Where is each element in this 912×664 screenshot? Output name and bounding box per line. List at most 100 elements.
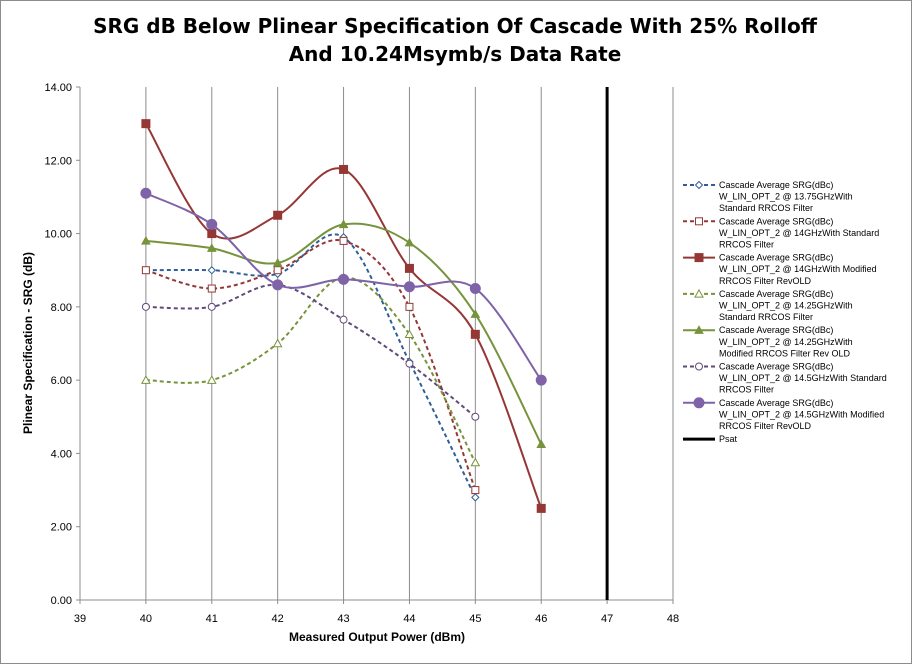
legend-label: Standard RRCOS Filter xyxy=(719,203,813,213)
legend-entry-6: Cascade Average SRG(dBc)W_LIN_OPT_2 @ 14… xyxy=(683,362,887,395)
legend-label: Cascade Average SRG(dBc) xyxy=(719,216,833,226)
data-point xyxy=(207,284,216,293)
legend-label: RRCOS Filter RevOLD xyxy=(719,421,812,431)
legend-label: W_LIN_OPT_2 @ 14.25GHzWith xyxy=(719,301,853,311)
legend-label: Cascade Average SRG(dBc) xyxy=(719,253,833,263)
data-point xyxy=(140,187,152,199)
series-4 xyxy=(141,272,481,467)
legend-label: RRCOS Filter xyxy=(719,240,774,250)
y-axis-title: Plinear Specification - SRG (dB) xyxy=(21,252,35,434)
data-point xyxy=(404,263,414,273)
legend-entry-3: Cascade Average SRG(dBc)W_LIN_OPT_2 @ 14… xyxy=(683,253,877,286)
data-point xyxy=(405,302,414,311)
x-tick-label: 48 xyxy=(667,613,679,625)
legend-label: W_LIN_OPT_2 @ 14.25GHzWith xyxy=(719,337,853,347)
data-point xyxy=(338,219,349,229)
data-point xyxy=(471,412,480,421)
chart-title: SRG dB Below Plinear Specification Of Ca… xyxy=(93,14,817,66)
data-point xyxy=(141,266,150,275)
x-tick-label: 46 xyxy=(535,613,547,625)
data-point xyxy=(471,486,480,495)
legend-label: Cascade Average SRG(dBc) xyxy=(719,325,833,335)
y-tick-label: 0.00 xyxy=(51,595,72,607)
y-tick-label: 4.00 xyxy=(51,448,72,460)
data-point xyxy=(338,273,350,285)
y-tick-label: 10.00 xyxy=(44,229,72,241)
legend-entry-2: Cascade Average SRG(dBc) W_LIN_OPT_2 @ 14… xyxy=(683,216,879,250)
y-tick-label: 14.00 xyxy=(44,82,72,94)
series-line xyxy=(145,276,477,464)
data-point xyxy=(206,243,217,252)
legend-label: RRCOS Filter RevOLD xyxy=(719,276,812,286)
data-point xyxy=(141,375,151,384)
y-tick-label: 6.00 xyxy=(51,375,72,387)
series-lines xyxy=(140,87,609,600)
data-point xyxy=(404,237,415,247)
x-tick-label: 42 xyxy=(272,613,284,625)
legend-label: Modified RRCOS Filter Rev OLD xyxy=(719,348,851,358)
legend-label: W_LIN_OPT_2 @ 14GHzWith Standard xyxy=(719,228,879,238)
legend-label: W_LIN_OPT_2 @ 14.5GHzWith Standard xyxy=(719,373,887,383)
data-point xyxy=(272,338,283,348)
series-line xyxy=(145,239,477,491)
series-6 xyxy=(141,280,480,421)
data-point xyxy=(403,281,415,293)
data-point xyxy=(470,329,480,339)
x-tick-label: 44 xyxy=(403,613,415,625)
legend-label: W_LIN_OPT_2 @ 13.75GHzWith xyxy=(719,192,853,202)
data-point xyxy=(405,359,414,368)
legend-entry-4: Cascade Average SRG(dBc) W_LIN_OPT_2 @ 14… xyxy=(683,288,853,322)
data-point xyxy=(207,266,216,275)
data-point xyxy=(404,329,415,339)
legend-label: RRCOS Filter xyxy=(719,385,774,395)
data-point xyxy=(471,493,480,502)
data-point xyxy=(207,302,216,311)
data-point xyxy=(469,283,481,295)
data-point xyxy=(206,375,217,384)
legend-label: Cascade Average SRG(dBc) xyxy=(719,180,833,190)
series-5 xyxy=(141,219,547,448)
series-2 xyxy=(141,236,480,495)
legend-key-marker xyxy=(694,180,704,190)
gridlines xyxy=(145,87,674,600)
x-tick-label: 41 xyxy=(206,613,218,625)
y-tick-label: 8.00 xyxy=(51,302,72,314)
data-point xyxy=(207,229,217,239)
legend-key-marker xyxy=(694,325,704,334)
legend-key-marker xyxy=(695,362,703,371)
legend-label: Cascade Average SRG(dBc) xyxy=(719,362,833,372)
legend-entry-5: Cascade Average SRG(dBc) W_LIN_OPT_2 @ 14… xyxy=(683,325,853,358)
series-7 xyxy=(140,187,547,386)
x-tick-label: 39 xyxy=(74,613,86,625)
data-point xyxy=(273,210,283,220)
data-point xyxy=(141,119,151,129)
series-line xyxy=(145,283,476,418)
legend: Cascade Average SRG(dBc) W_LIN_OPT_2 @ 13… xyxy=(683,180,887,444)
data-point xyxy=(339,164,349,174)
legend-entry-7: Cascade Average SRG(dBc)W_LIN_OPT_2 @ 14… xyxy=(683,397,884,431)
legend-label: W_LIN_OPT_2 @ 14.5GHzWith Modified xyxy=(719,409,884,419)
data-point xyxy=(536,439,547,448)
legend-label: W_LIN_OPT_2 @ 14GHzWith Modified xyxy=(719,264,877,274)
x-tick-label: 43 xyxy=(337,613,349,625)
data-point xyxy=(141,302,150,311)
x-tick-label: 45 xyxy=(469,613,481,625)
data-point xyxy=(339,315,348,324)
data-point xyxy=(206,218,218,230)
y-tick-label: 12.00 xyxy=(44,155,72,167)
data-point xyxy=(535,374,547,386)
legend-entry-8: Psat xyxy=(683,434,738,444)
legend-key-marker xyxy=(694,253,704,263)
data-point xyxy=(470,309,481,318)
legend-label: Cascade Average SRG(dBc) xyxy=(719,398,833,408)
legend-entry-1: Cascade Average SRG(dBc) W_LIN_OPT_2 @ 13… xyxy=(683,180,853,213)
data-point xyxy=(272,279,284,291)
legend-key-marker xyxy=(693,397,705,409)
data-point xyxy=(272,257,283,267)
axes: 0.00 2.00 4.00 6.00 8.00 10.00 12.00 14.00 39 40 4… xyxy=(44,82,679,625)
y-tick-label: 2.00 xyxy=(51,522,72,534)
data-point xyxy=(470,457,481,467)
legend-key-marker xyxy=(694,288,704,298)
